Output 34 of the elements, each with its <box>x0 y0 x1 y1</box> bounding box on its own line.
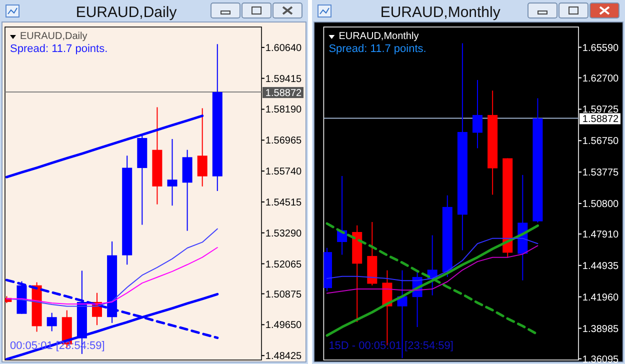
chart-title: EURAUD,Monthly <box>380 4 501 21</box>
y-tick-label: 1.38985 <box>582 324 620 335</box>
y-tick-label: 1.44935 <box>582 260 620 272</box>
candlestick <box>197 108 208 187</box>
annotation: EURAUD,Daily <box>20 31 88 42</box>
chart-title: EURAUD,Daily <box>76 4 178 21</box>
y-tick-label: 1.65590 <box>582 42 620 54</box>
candlestick <box>472 80 482 149</box>
y-tick-label: 1.48425 <box>265 351 302 362</box>
y-tick-label: 1.50800 <box>582 198 620 210</box>
y-tick-label: 1.59725 <box>582 104 620 116</box>
ref-line-label: 1.58872 <box>265 88 302 100</box>
y-tick-label: 1.50875 <box>265 289 302 300</box>
y-tick-label: 1.41960 <box>582 292 620 304</box>
y-tick-label: 1.49650 <box>265 320 302 332</box>
ref-line-label: 1.58872 <box>582 114 620 126</box>
y-tick-label: 1.62700 <box>582 73 620 84</box>
y-tick-label: 1.59415 <box>265 74 302 85</box>
y-tick-label: 1.55740 <box>265 166 302 178</box>
annotation: 15D - 00:05:01 [23:54:59] <box>328 340 454 352</box>
y-tick-label: 1.54515 <box>265 197 302 208</box>
y-tick-label: 1.47910 <box>582 230 620 241</box>
annotation: Spread: 11.7 points. <box>328 43 426 55</box>
y-tick-label: 1.52065 <box>265 259 302 270</box>
y-tick-label: 1.53290 <box>265 228 302 240</box>
candlestick <box>46 312 57 332</box>
y-tick-label: 1.58190 <box>265 104 302 116</box>
y-tick-label: 1.53775 <box>582 168 620 179</box>
annotation: Spread: 11.7 points. <box>10 43 108 55</box>
y-tick-label: 1.56965 <box>265 136 302 147</box>
annotation: EURAUD,Monthly <box>338 31 419 42</box>
y-tick-label: 1.56750 <box>582 136 620 148</box>
y-tick-label: 1.60640 <box>265 42 302 54</box>
candlestick <box>167 138 178 206</box>
